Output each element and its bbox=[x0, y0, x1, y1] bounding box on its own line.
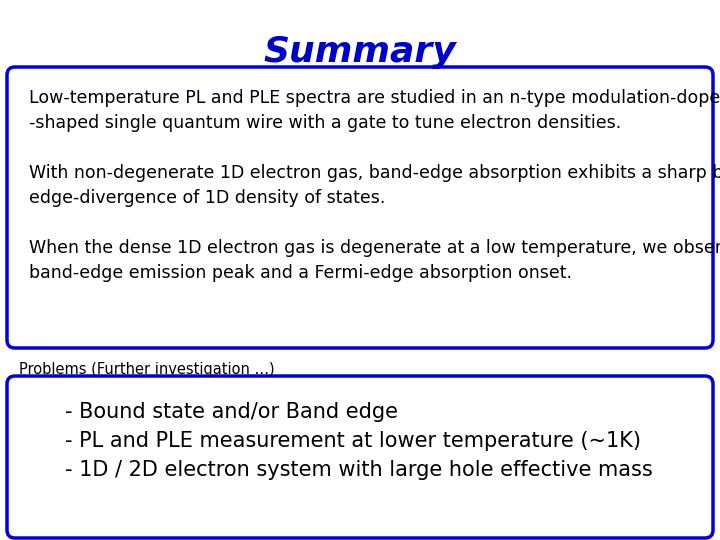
Text: Problems (Further investigation …): Problems (Further investigation …) bbox=[19, 362, 274, 377]
FancyBboxPatch shape bbox=[7, 376, 713, 538]
Text: - Bound state and/or Band edge
- PL and PLE measurement at lower temperature (∼1: - Bound state and/or Band edge - PL and … bbox=[65, 402, 653, 480]
Text: Summary: Summary bbox=[264, 35, 456, 69]
Text: Low-temperature PL and PLE spectra are studied in an n-type modulation-doped T
-: Low-temperature PL and PLE spectra are s… bbox=[29, 89, 720, 282]
FancyBboxPatch shape bbox=[7, 67, 713, 348]
